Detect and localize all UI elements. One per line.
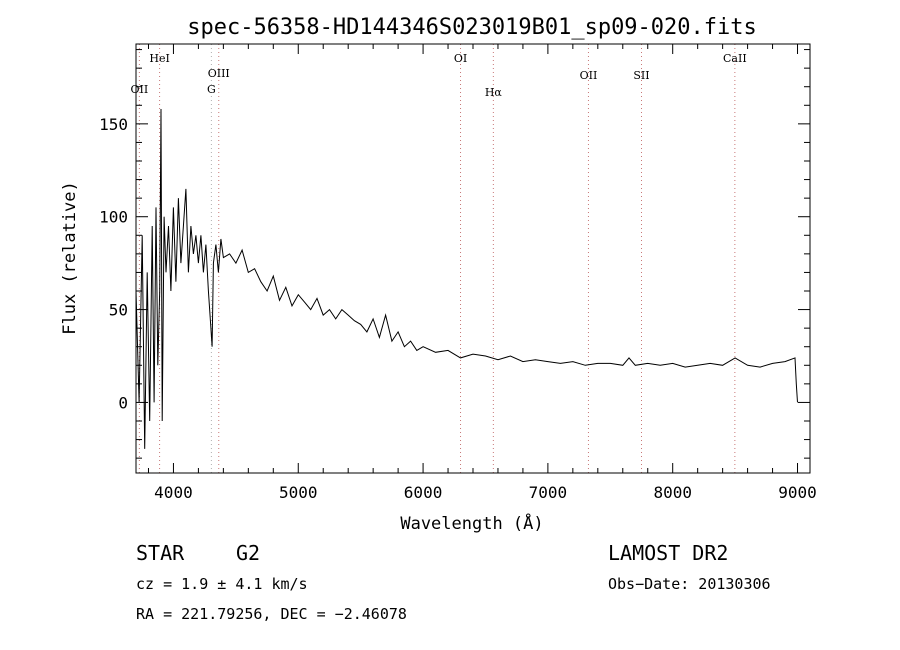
- marker-label-8: CaII: [723, 52, 747, 65]
- object-subclass: G2: [236, 541, 260, 565]
- x-tick-label-0: 4000: [154, 483, 193, 502]
- marker-label-4: OI: [454, 52, 467, 65]
- marker-label-1: HeI: [149, 52, 169, 65]
- marker-label-5: Hα: [485, 86, 503, 99]
- spectral-line-markers: OII HeI G OIII OI Hα OII SII CaII: [131, 44, 747, 473]
- marker-label-0: OII: [131, 83, 149, 96]
- chart-title: spec-56358-HD144346S023019B01_sp09-020.f…: [187, 15, 757, 40]
- object-class: STAR: [136, 541, 185, 565]
- marker-label-6: OII: [580, 69, 598, 82]
- marker-label-2: G: [207, 83, 216, 96]
- x-tick-label-1: 5000: [279, 483, 318, 502]
- marker-label-3: OIII: [208, 67, 230, 80]
- x-tick-label-4: 8000: [653, 483, 692, 502]
- y-tick-label-2: 100: [99, 208, 128, 227]
- marker-label-7: SII: [633, 69, 649, 82]
- y-axis-label: Flux (relative): [60, 181, 80, 335]
- spectrum-series: [135, 108, 798, 449]
- x-tick-label-2: 6000: [404, 483, 443, 502]
- x-tick-label-5: 9000: [778, 483, 817, 502]
- plot-frame: [135, 43, 811, 474]
- y-tick-label-1: 50: [109, 301, 128, 320]
- survey-name: LAMOST DR2: [608, 541, 728, 565]
- y-tick-label-0: 0: [118, 393, 128, 412]
- redshift-text: cz = 1.9 ± 4.1 km/s: [136, 575, 308, 593]
- x-tick-label-3: 7000: [529, 483, 568, 502]
- x-axis-label: Wavelength (Å): [400, 512, 543, 534]
- axis-ticks: 4000 5000 6000 7000 8000 9000 0 50 100 150: [99, 44, 817, 502]
- y-tick-label-3: 150: [99, 115, 128, 134]
- obs-date-text: Obs−Date: 20130306: [608, 575, 771, 593]
- spectrum-line-0: [135, 108, 798, 449]
- coordinates-text: RA = 221.79256, DEC = −2.46078: [136, 605, 407, 623]
